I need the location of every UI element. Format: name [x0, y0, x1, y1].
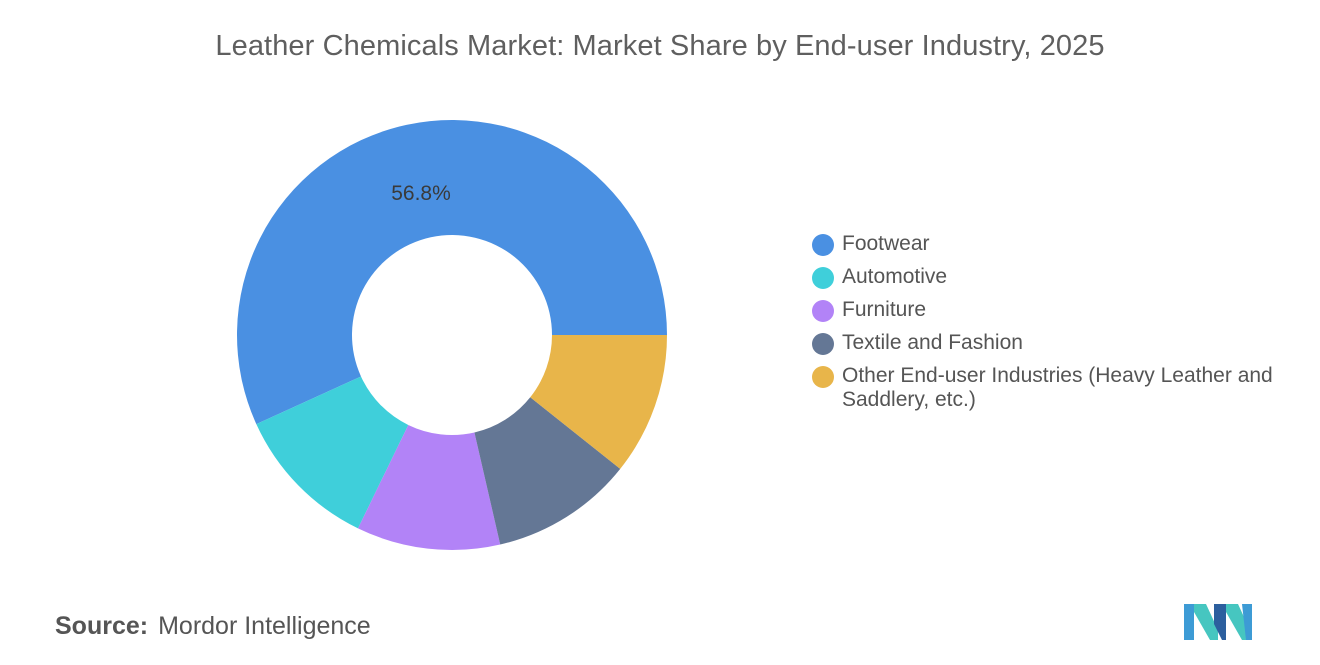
- slice-furniture: [358, 424, 501, 550]
- legend-item-automotive: Automotive: [812, 265, 1282, 289]
- source-note: Source: Mordor Intelligence: [55, 612, 371, 641]
- legend-label: Automotive: [842, 265, 948, 288]
- slice-textile-and-fashion: [474, 397, 621, 545]
- legend-swatch: [812, 234, 834, 256]
- chart-title: Leather Chemicals Market: Market Share b…: [215, 30, 1105, 62]
- legend-item-furniture: Furniture: [812, 298, 1282, 322]
- legend-swatch: [812, 366, 834, 388]
- slice-footwear: [237, 120, 667, 425]
- slice-other-end-user-industries-heavy-leather-and-saddlery-etc: [530, 335, 667, 469]
- legend-swatch: [812, 267, 834, 289]
- source-value: Mordor Intelligence: [158, 612, 371, 640]
- legend-item-textile-and-fashion: Textile and Fashion: [812, 331, 1282, 355]
- slice-automotive: [256, 376, 409, 529]
- chart-legend: Footwear Automotive Furniture Textile and F…: [812, 232, 1282, 421]
- legend-label: Furniture: [842, 298, 927, 321]
- legend-swatch: [812, 333, 834, 355]
- legend-label: Textile and Fashion: [842, 331, 1023, 354]
- data-label-footwear: 56.8%: [391, 182, 451, 205]
- legend-label: Footwear: [842, 232, 930, 255]
- source-label: Source:: [55, 612, 149, 640]
- legend-item-footwear: Footwear: [812, 232, 1282, 256]
- legend-label: Other End-user Industries (Heavy Leather…: [842, 364, 1273, 411]
- mordor-intelligence-logo-icon: [1184, 604, 1252, 640]
- legend-item-other-end-user-industries-heavy-leather-and-saddlery-etc: Other End-user Industries (Heavy Leather…: [812, 364, 1282, 412]
- legend-swatch: [812, 300, 834, 322]
